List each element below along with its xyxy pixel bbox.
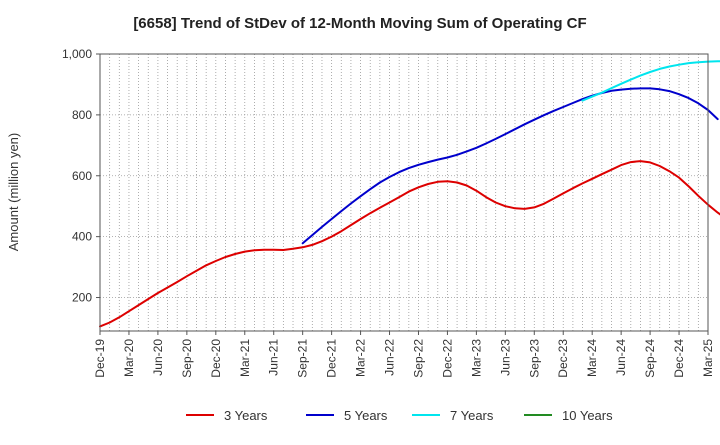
legend-label: 7 Years [450,408,494,423]
x-tick-label: Sep-21 [296,339,310,378]
x-tick-label: Sep-20 [180,339,194,378]
chart-title: [6658] Trend of StDev of 12-Month Moving… [133,15,586,32]
y-tick-label: 200 [72,291,92,305]
x-tick-label: Dec-24 [672,339,686,378]
x-tick-label: Mar-20 [122,339,136,377]
plot-frame [100,54,708,331]
y-tick-label: 600 [72,169,92,183]
y-tick-label: 400 [72,230,92,244]
x-tick-label: Jun-23 [498,339,512,376]
y-tick-label: 1,000 [62,47,92,61]
x-tick-label: Mar-21 [238,339,252,377]
x-tick-label: Dec-19 [93,339,107,378]
x-tick-label: Dec-23 [556,339,570,378]
legend: 3 Years 5 Years 7 Years 10 Years [186,408,613,423]
y-axis-label: Amount (million yen) [6,133,21,252]
x-tick-label: Jun-22 [383,339,397,376]
x-tick-label: Mar-24 [585,339,599,377]
x-tick-label: Dec-21 [325,339,339,378]
x-tick-label: Mar-22 [354,339,368,377]
x-tick-label: Jun-24 [614,339,628,376]
legend-label: 3 Years [224,408,268,423]
x-tick-label: Sep-24 [643,339,657,378]
x-tick-label: Mar-23 [469,339,483,377]
grid-lines [100,54,708,331]
x-tick-label: Dec-20 [209,339,223,378]
x-tick-label: Mar-25 [701,339,715,377]
y-tick-label: 800 [72,108,92,122]
x-tick-label: Jun-21 [267,339,281,376]
x-tick-label: Jun-20 [151,339,165,376]
series-line-7-years [583,61,720,101]
x-tick-label: Sep-22 [411,339,425,378]
series-line-3-years [100,161,720,326]
series-line-5-years [303,88,718,243]
x-tick-label: Sep-23 [527,339,541,378]
legend-label: 5 Years [344,408,388,423]
legend-label: 10 Years [562,408,613,423]
y-axis-ticks: 200 400 600 800 1,000 [62,47,100,305]
x-tick-label: Dec-22 [440,339,454,378]
series-lines [100,61,720,326]
x-axis-ticks: Dec-19 Mar-20 Jun-20 Sep-20 Dec-20 Mar-21 Jun-… [93,331,715,378]
